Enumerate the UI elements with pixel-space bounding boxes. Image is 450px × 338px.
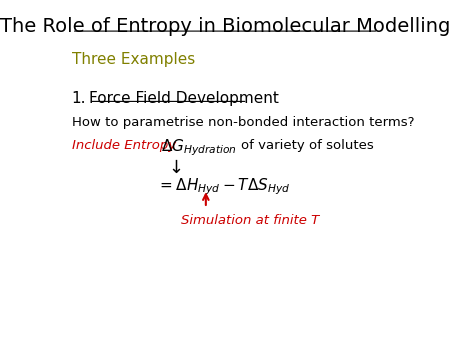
Text: Three Examples: Three Examples — [72, 52, 195, 67]
Text: Force Field Development: Force Field Development — [89, 91, 279, 106]
Text: ↓: ↓ — [169, 159, 184, 177]
Text: Include Entropy: Include Entropy — [72, 139, 176, 152]
Text: How to parametrise non-bonded interaction terms?: How to parametrise non-bonded interactio… — [72, 116, 414, 128]
Text: $= \Delta H_{Hyd} - T\Delta S_{Hyd}$: $= \Delta H_{Hyd} - T\Delta S_{Hyd}$ — [157, 177, 291, 197]
Text: $\Delta G_{Hydration}$: $\Delta G_{Hydration}$ — [161, 138, 237, 158]
Text: of variety of solutes: of variety of solutes — [241, 139, 374, 152]
Text: The Role of Entropy in Biomolecular Modelling: The Role of Entropy in Biomolecular Mode… — [0, 17, 450, 36]
Text: 1.: 1. — [72, 91, 86, 106]
Text: Simulation at finite T: Simulation at finite T — [181, 214, 320, 226]
